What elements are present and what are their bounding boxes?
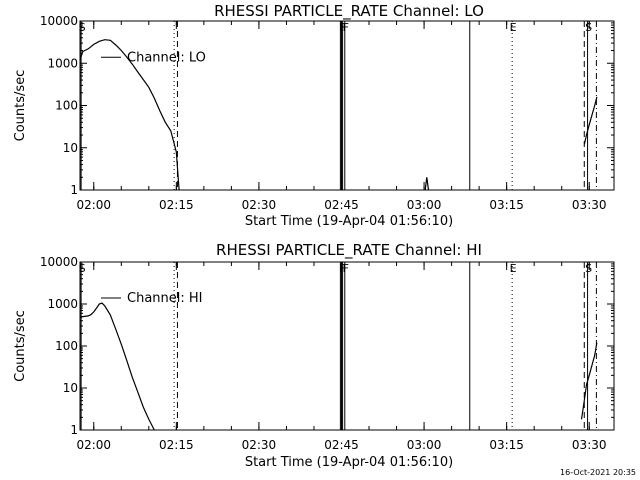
x-tick-label: 03:00 (407, 438, 442, 452)
x-tick-label: 03:00 (407, 198, 442, 212)
x-axis-label: Start Time (19-Apr-04 01:56:10) (245, 214, 453, 229)
y-axis-label: Counts/sec (13, 310, 28, 382)
x-tick-label: 02:00 (76, 198, 111, 212)
legend-label: Channel: LO (127, 50, 206, 65)
x-tick-label: 02:30 (242, 438, 277, 452)
data-series-segment-2 (580, 342, 598, 420)
y-tick-label: 1 (70, 423, 78, 437)
y-tick-label: 1000 (47, 297, 78, 311)
data-series-segment-3 (583, 96, 598, 145)
event-marker-label: S (79, 262, 86, 275)
y-tick-label: 1 (70, 183, 78, 197)
x-tick-label: 02:00 (76, 438, 111, 452)
x-tick-label: 03:30 (572, 438, 607, 452)
y-tick-label: 100 (55, 339, 78, 353)
plot-frame (79, 20, 615, 191)
chart-title: RHESSI PARTICLE_RATE Channel: HI (216, 241, 482, 260)
event-marker-label: F (343, 21, 349, 34)
plot-frame (79, 261, 615, 431)
y-tick-label: 10000 (40, 14, 78, 28)
y-tick-label: 10000 (40, 255, 78, 269)
y-tick-label: 10 (63, 381, 78, 395)
event-marker-label: S (585, 21, 592, 34)
x-tick-label: 02:45 (324, 198, 359, 212)
y-tick-label: 10 (63, 141, 78, 155)
x-tick-label: 02:30 (242, 198, 277, 212)
x-tick-label: 03:15 (489, 198, 524, 212)
data-series-segment-2 (424, 177, 430, 191)
x-tick-label: 03:15 (489, 438, 524, 452)
legend-label: Channel: HI (127, 291, 203, 306)
event-marker-label: S (79, 21, 86, 34)
x-tick-label: 02:45 (324, 438, 359, 452)
event-marker-label: F (343, 262, 349, 275)
x-tick-label: 02:15 (159, 198, 194, 212)
event-marker-label: S (585, 262, 592, 275)
x-axis-label: Start Time (19-Apr-04 01:56:10) (245, 455, 453, 470)
chart-panel-2: RHESSI PARTICLE_RATE Channel: HI 1 10 100 10… (13, 241, 615, 470)
event-marker-label: E (510, 262, 517, 275)
y-tick-label: 1000 (47, 56, 78, 70)
data-series-segment-1 (79, 39, 180, 191)
generation-timestamp: 16-Oct-2021 20:35 (560, 468, 636, 477)
chart-title: RHESSI PARTICLE_RATE Channel: LO (214, 2, 484, 21)
chart-panel-1: RHESSI PARTICLE_RATE Channel: LO 1 10 100 10… (13, 2, 615, 229)
x-tick-label: 02:15 (159, 438, 194, 452)
event-marker-label: E (510, 21, 517, 34)
data-series-segment-1 (79, 302, 155, 431)
y-axis-label: Counts/sec (13, 70, 28, 142)
x-tick-label: 03:30 (572, 198, 607, 212)
y-tick-label: 100 (55, 99, 78, 113)
